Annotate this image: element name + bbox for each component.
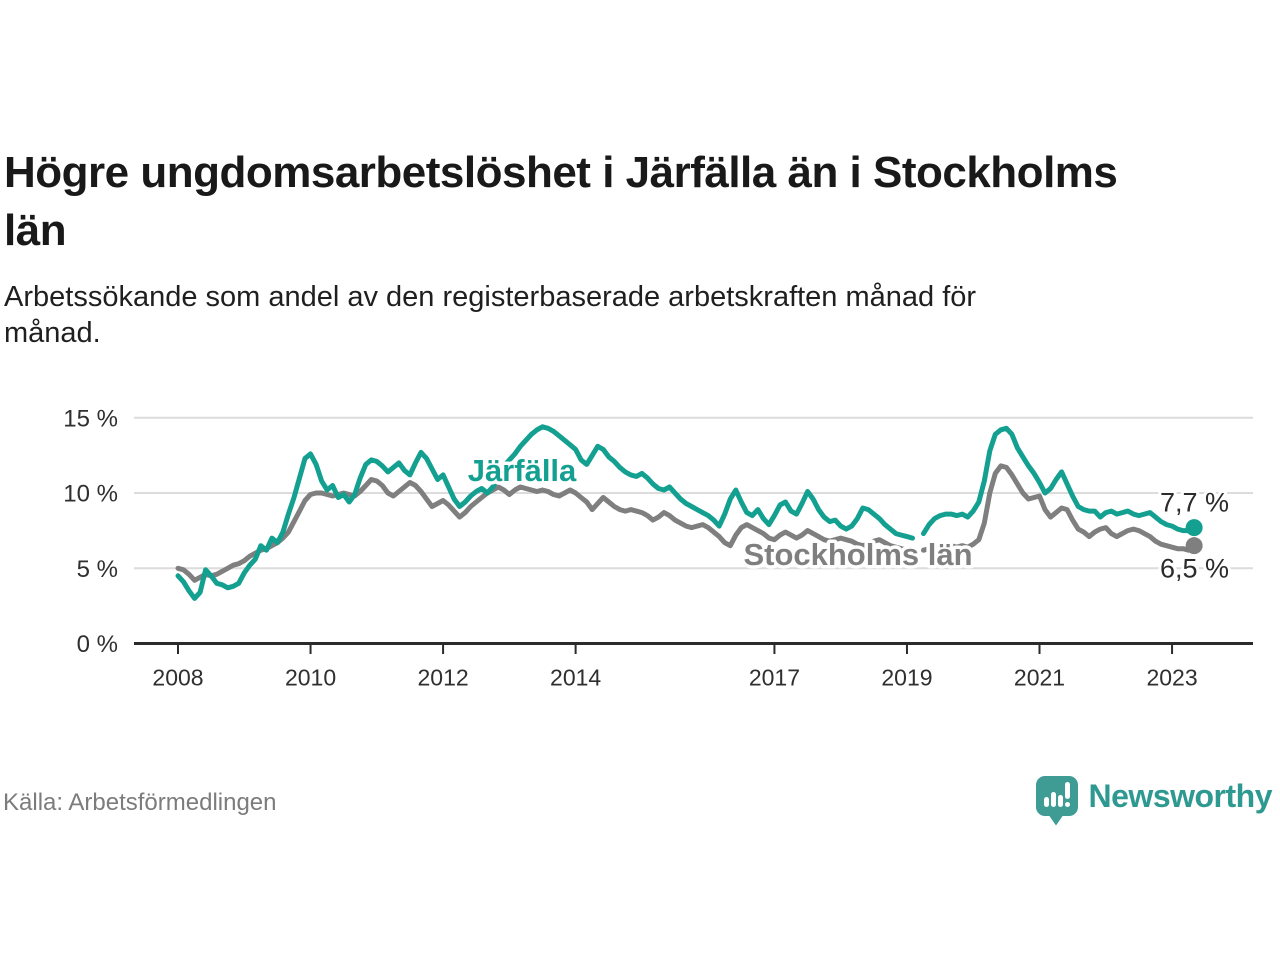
x-tick-label-2023: 2023 [1146,665,1197,691]
x-tick-label-2014: 2014 [550,665,601,691]
chart-subtitle: Arbetssökande som andel av den registerb… [4,281,977,349]
x-tick-label-2019: 2019 [881,665,932,691]
y-tick-label-5: 5 % [77,556,118,583]
end-dot-jarfalla [1185,519,1203,537]
logo-bubble-tail [1047,814,1064,826]
newsworthy-logo: Newsworthy [1034,774,1273,826]
newsworthy-wordmark: Newsworthy [1088,778,1273,814]
series-line-jarfalla [175,424,1197,601]
end-value-label-jarfalla: 7,7 % [1160,488,1229,518]
x-tick-label-2012: 2012 [417,665,468,691]
x-tick-label-2021: 2021 [1014,665,1065,691]
logo-bar-1 [1043,797,1049,807]
source-note: Källa: Arbetsförmedlingen [3,789,277,816]
logo-exclamation-bar [1064,782,1070,799]
y-tick-label-0: 0 % [77,631,118,658]
logo-exclamation-dot [1064,802,1070,807]
series-line-stockholms-lan [175,463,1197,583]
end-dot-stockholms-lan [1185,537,1203,555]
logo-bar-3 [1057,795,1063,807]
x-tick-label-2017: 2017 [749,665,800,691]
x-tick-label-2008: 2008 [152,665,203,691]
page-title: Högre ungdomsarbetslöshet i Järfälla än … [4,148,1118,256]
bar-chart-speech-bubble-icon [1035,776,1078,826]
series-label-jarfalla: Järfälla [468,453,577,488]
logo-bubble [1035,776,1078,816]
series-label-stockholms-lan: Stockholms län [743,537,972,572]
logo-bar-2 [1050,792,1056,807]
y-tick-label-10: 10 % [63,481,118,508]
y-tick-label-15: 15 % [63,405,118,432]
x-tick-label-2010: 2010 [285,665,336,691]
end-value-label-stockholms-lan: 6,5 % [1160,554,1229,584]
